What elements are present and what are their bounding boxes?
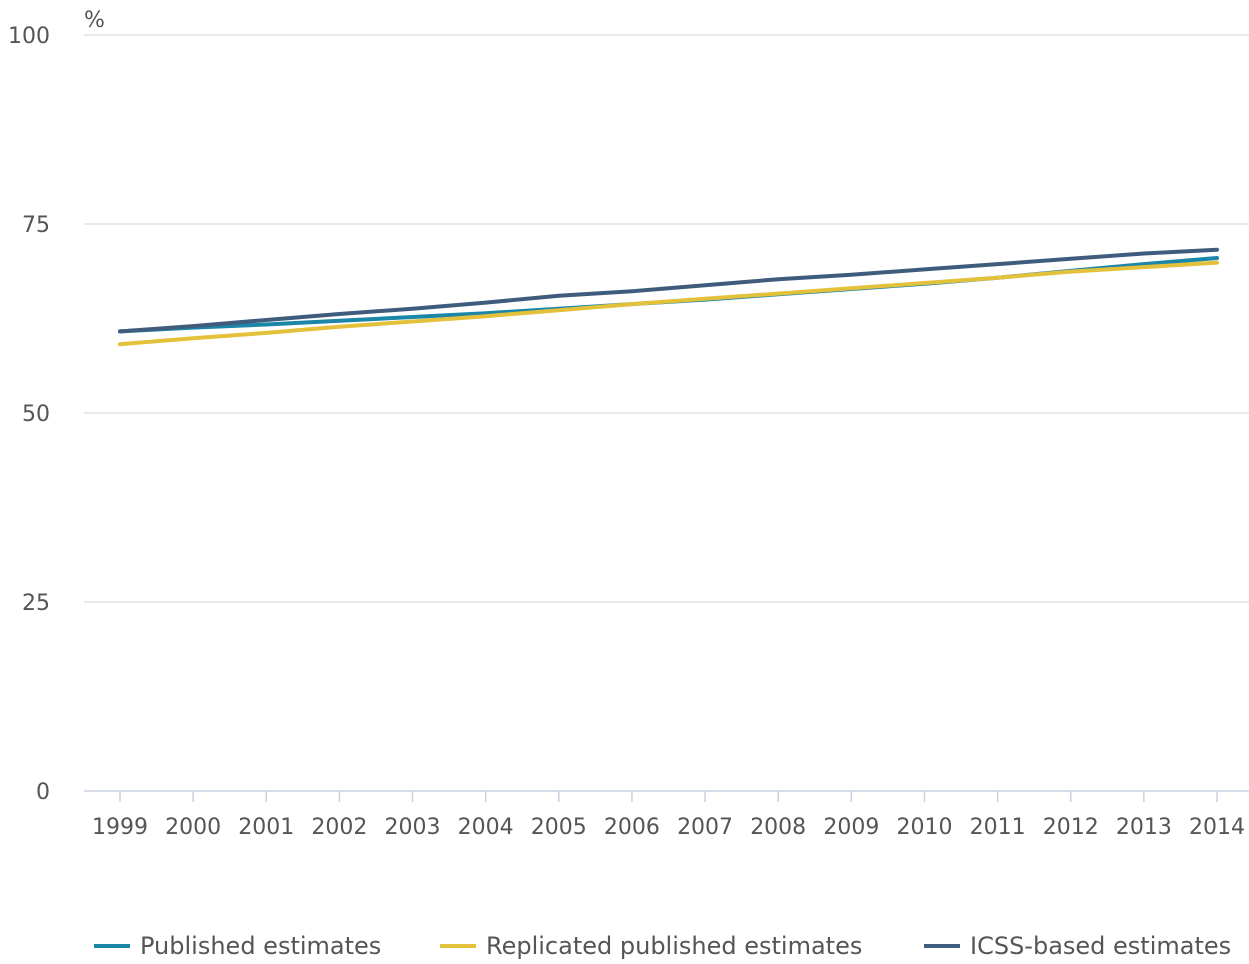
legend-label-icss: ICSS-based estimates bbox=[970, 932, 1232, 960]
series-line-icss-based-estimates bbox=[118, 247, 1219, 334]
legend-item-published[interactable]: Published estimates bbox=[94, 928, 381, 964]
x-tick-label: 2007 bbox=[677, 815, 733, 840]
x-tick-label: 1999 bbox=[92, 815, 148, 840]
y-tick-label: 0 bbox=[36, 780, 50, 805]
legend-item-replicated[interactable]: Replicated published estimates bbox=[440, 928, 862, 964]
x-tick-label: 2014 bbox=[1189, 815, 1245, 840]
x-tick-label: 2008 bbox=[750, 815, 806, 840]
legend-label-published: Published estimates bbox=[140, 932, 382, 960]
x-tick-label: 2005 bbox=[531, 815, 587, 840]
x-tick-label: 2006 bbox=[604, 815, 660, 840]
x-axis bbox=[84, 790, 1249, 802]
x-tick-label: 2012 bbox=[1043, 815, 1099, 840]
y-tick-label: 100 bbox=[8, 24, 50, 49]
x-tick-label: 2013 bbox=[1116, 815, 1172, 840]
legend: Published estimates Replicated published… bbox=[0, 928, 1249, 964]
x-tick-label: 2001 bbox=[238, 815, 294, 840]
y-tick-label: 25 bbox=[22, 591, 50, 616]
x-tick-label: 2010 bbox=[896, 815, 952, 840]
x-tick-label: 2004 bbox=[458, 815, 514, 840]
legend-label-replicated: Replicated published estimates bbox=[486, 932, 863, 960]
y-tick-label: 75 bbox=[22, 213, 50, 238]
x-axis-tick-labels: 1999 2000 2001 2002 2003 2004 2005 2006 2007 2008… bbox=[92, 815, 1245, 840]
gridlines bbox=[84, 34, 1249, 603]
series-line-replicated-published-estimates bbox=[118, 260, 1219, 347]
line-chart: 0 25 50 75 100 1999 2000 2001 2002 2003 2004 2005 2… bbox=[8, 8, 1249, 840]
y-axis-unit-label: % bbox=[84, 8, 105, 33]
y-axis-tick-labels: 0 25 50 75 100 bbox=[8, 24, 50, 805]
x-tick-label: 2003 bbox=[385, 815, 441, 840]
series-lines bbox=[118, 247, 1219, 347]
legend-swatch-icss bbox=[924, 944, 960, 948]
legend-item-icss[interactable]: ICSS-based estimates bbox=[924, 928, 1231, 964]
legend-swatch-replicated bbox=[440, 944, 476, 948]
legend-swatch-published bbox=[94, 944, 130, 948]
x-tick-label: 2002 bbox=[311, 815, 367, 840]
x-tick-label: 2011 bbox=[970, 815, 1026, 840]
x-tick-label: 2000 bbox=[165, 815, 221, 840]
y-tick-label: 50 bbox=[22, 402, 50, 427]
x-tick-label: 2009 bbox=[823, 815, 879, 840]
